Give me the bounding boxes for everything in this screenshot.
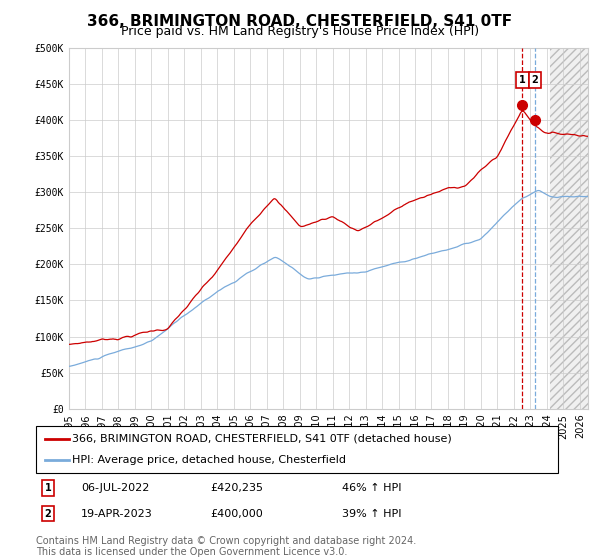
Text: 366, BRIMINGTON ROAD, CHESTERFIELD, S41 0TF: 366, BRIMINGTON ROAD, CHESTERFIELD, S41 …	[88, 14, 512, 29]
Text: 2: 2	[532, 75, 538, 85]
Text: HPI: Average price, detached house, Chesterfield: HPI: Average price, detached house, Ches…	[72, 455, 346, 465]
Text: 19-APR-2023: 19-APR-2023	[81, 508, 153, 519]
Bar	[550, 48, 588, 409]
Text: 1: 1	[44, 483, 52, 493]
Bar	[550, 48, 588, 409]
Text: 2: 2	[44, 508, 52, 519]
Text: £400,000: £400,000	[210, 508, 263, 519]
Text: Contains HM Land Registry data © Crown copyright and database right 2024.
This d: Contains HM Land Registry data © Crown c…	[36, 535, 416, 557]
Text: 06-JUL-2022: 06-JUL-2022	[81, 483, 149, 493]
Text: Price paid vs. HM Land Registry's House Price Index (HPI): Price paid vs. HM Land Registry's House …	[121, 25, 479, 38]
Text: 46% ↑ HPI: 46% ↑ HPI	[342, 483, 401, 493]
Text: 39% ↑ HPI: 39% ↑ HPI	[342, 508, 401, 519]
Text: £420,235: £420,235	[210, 483, 263, 493]
Text: 1: 1	[519, 75, 526, 85]
Text: 366, BRIMINGTON ROAD, CHESTERFIELD, S41 0TF (detached house): 366, BRIMINGTON ROAD, CHESTERFIELD, S41 …	[72, 434, 452, 444]
